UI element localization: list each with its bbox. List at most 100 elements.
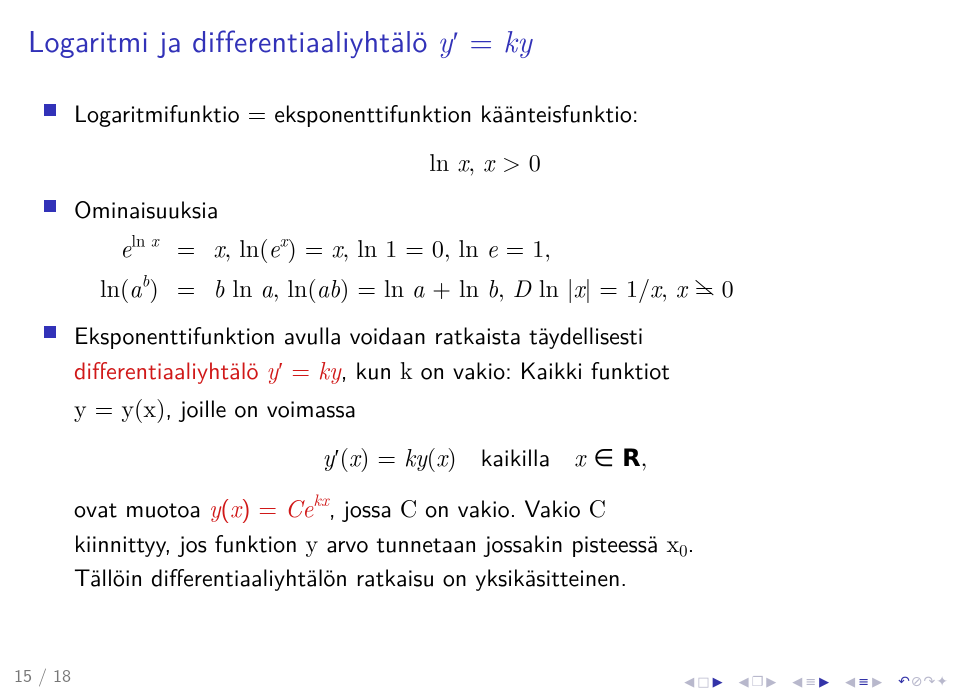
nav-next-sec-icon[interactable]: ▶ [819,675,829,688]
bullet-icon [44,200,56,212]
title-eq: = [459,18,503,62]
l5: Tällöin differentiaaliyhtälön ratkaisu o… [74,559,627,594]
nav-next-sub-icon[interactable]: ▶ [766,675,776,688]
bullet-icon [44,326,56,338]
r2-x2: x [650,270,661,304]
nav-sub-icon[interactable]: ❐ [752,675,764,688]
eq-sup-x: x [151,228,159,252]
title-text: Logaritmi ja differentiaaliyhtälö [28,18,438,62]
sollp: ( [221,490,230,525]
nav-next-frame-icon[interactable]: ▶ [713,675,723,688]
r2-a: a [129,270,141,304]
item1-sep: , [468,144,483,178]
l4b: arvo tunnetaan jossakin pisteessä [318,525,666,560]
d2c: , [641,439,648,473]
nav-doc-next-icon[interactable]: ▶ [872,675,882,688]
item1-x1: x [457,144,468,178]
nav-frame: ◀ □ ▶ [684,675,722,688]
slide: Logaritmi ja differentiaaliyhtälö y′ = k… [0,0,960,700]
r1-x2: x [331,230,342,264]
solex: x [321,487,329,511]
item1-x2: x [483,144,494,178]
eq-row1-eq: = [177,230,196,264]
nav-bar: ◀ □ ▶ ◀ ❐ ▶ ◀ ≡ ▶ ◀ ≡ ▶ ↶ ⊘ ↷ ✦ [684,674,946,688]
nav-subsection: ◀ ❐ ▶ [739,675,777,688]
page-total: 18 [53,661,71,688]
r2-a1: a [260,270,272,304]
r1-lnp: ln( [239,230,268,264]
l3pre: ovat muotoa [74,490,209,525]
r2-D: D [513,270,531,304]
ode-y: y [266,352,278,386]
nav-frame-icon[interactable]: □ [697,675,709,688]
ode-y2: y [329,352,341,386]
l1k: k [400,352,413,386]
eq-sup-ln: ln [131,228,151,252]
ode-pre: differentiaaliyhtälö [74,352,266,387]
d2y2: y [415,439,427,473]
l3mid: , jossa [329,490,400,525]
solrp: ) = [241,490,285,525]
eq-row1-lhs: eln x [100,230,159,264]
d2y: y [323,439,335,473]
d2R: R [622,444,640,472]
r1-s2: , [343,230,358,264]
nav-fwd-icon[interactable]: ↷ [924,674,934,688]
nav-prev-sec-icon[interactable]: ◀ [792,675,802,688]
l4sub: 0 [679,537,687,561]
r2-s3: , [661,270,676,304]
page-sep: / [32,661,53,688]
r2-ln1: ln [224,270,260,304]
r2-b1: b [213,270,224,304]
soly: y [209,490,221,524]
r2-lnab-q: ) = ln [340,270,412,304]
r2-a2: a [412,270,424,304]
l2lp: ( [134,390,143,424]
nav-doc: ◀ ≡ ▶ [845,675,882,688]
r2-x1: x [574,270,585,304]
item3-solution: y(x) = Cekx [209,490,329,525]
l4y: y [306,525,319,559]
r1-lne-post: = 1, [498,230,551,264]
r2-ab: ab [317,270,340,304]
slide-body: Logaritmifunktio = eksponenttifunktion k… [0,72,960,594]
r2-neq: = 0 [687,270,734,304]
item3-line1a: Eksponenttifunktion avulla voidaan ratka… [74,317,643,352]
l2tail: , joille on voimassa [165,390,356,425]
r1-post: ) = [287,230,331,264]
l3C2: C [589,490,606,524]
title-y: y [438,18,453,61]
nav-loop-icon[interactable]: ⊘ [911,674,921,688]
ode-mid: = [283,352,318,387]
item3-ode-label: differentiaaliyhtälö y′ = ky [74,352,341,387]
item1-display: ln x, x > 0 [74,144,896,178]
nav-sec-lines-icon[interactable]: ≡ [805,675,816,688]
eq-row2-lhs: ln(ab) [100,270,159,304]
item2-label: Ominaisuuksia [74,191,218,226]
d2x1: x [349,439,360,473]
l4dot: . [688,525,695,560]
nav-doc-prev-icon[interactable]: ◀ [845,675,855,688]
d2in: ∈ [585,439,622,473]
eq-row2-rhs: b ln a, ln(ab) = ln a + ln b, D ln |x| =… [213,270,733,304]
d2x3: x [574,439,585,473]
r1-s1: , [225,230,240,264]
d2k: k [404,439,415,473]
bullet-icon [44,104,56,116]
nav-back-icon[interactable]: ↶ [898,674,908,688]
d2lp: ( [340,439,349,473]
nav-backforward: ↶ ⊘ ↷ ✦ [898,674,946,688]
nav-search-icon[interactable]: ✦ [936,674,946,688]
item1-ln: ln [429,144,457,178]
nav-prev-frame-icon[interactable]: ◀ [684,675,694,688]
title-y2: y [517,18,532,61]
l4x: x [666,525,679,559]
nav-doc-lines-icon[interactable]: ≡ [858,675,869,688]
r1-lne-e: e [487,230,498,264]
eq-e: e [120,230,131,264]
sole: e [302,490,313,524]
r1-e: e [269,230,280,264]
nav-prev-sub-icon[interactable]: ◀ [739,675,749,688]
r1-lne-pre: ln [459,230,487,264]
l3C: C [400,490,417,524]
